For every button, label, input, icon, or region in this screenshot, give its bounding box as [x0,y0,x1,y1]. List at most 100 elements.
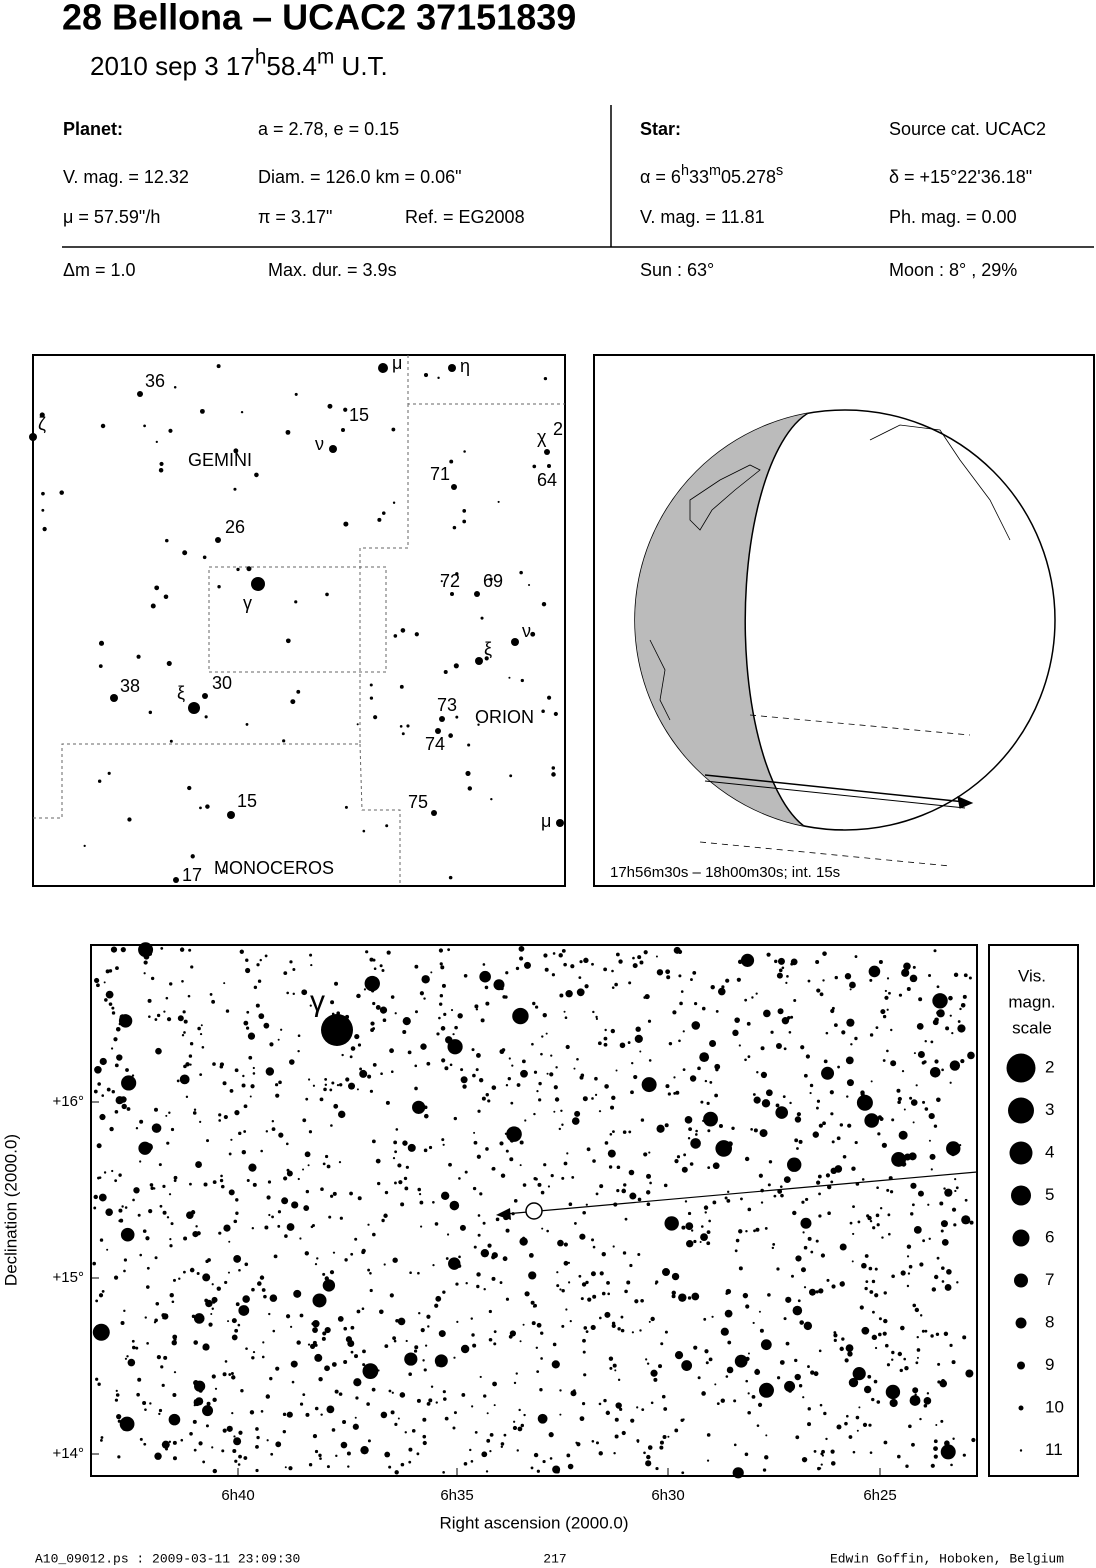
info-cell-part: m [709,163,721,179]
star [165,996,169,1000]
star [192,1111,197,1115]
star [701,1006,706,1011]
star [475,1008,479,1011]
star [944,1188,953,1197]
star [489,1432,494,1437]
star [594,1076,598,1081]
finder-star [344,805,348,809]
star [463,1462,468,1466]
star [784,1380,796,1392]
star [545,1032,548,1035]
star [211,1307,214,1310]
star [624,1217,628,1221]
star [322,1272,326,1276]
finder-star [520,678,524,683]
star [272,1329,276,1333]
star [312,1433,318,1439]
star [143,972,146,975]
star [550,1173,554,1178]
star [964,1198,968,1202]
star [881,1236,884,1239]
star [251,1227,255,1230]
star [453,1356,456,1359]
star [928,1112,935,1120]
finder-star [150,603,156,609]
finder-star [475,657,483,665]
star [449,1200,460,1211]
finder-star [474,591,480,597]
star [227,1320,230,1323]
star [807,1422,812,1427]
star [271,1120,275,1123]
star [856,1429,859,1432]
star [815,959,820,964]
star [891,1118,895,1122]
star [320,1187,324,1191]
star [189,1267,195,1273]
star [372,1001,376,1006]
star [115,1096,124,1105]
star [302,1118,307,1123]
star [101,1290,105,1293]
star [956,1281,959,1284]
star [224,1360,228,1363]
star [522,1323,525,1326]
finder-star [325,592,329,597]
finder-star [182,550,188,556]
star [338,1392,343,1396]
star [565,990,573,998]
star [319,1097,324,1102]
star [946,1269,952,1275]
finder-star [199,408,205,414]
star [924,1107,929,1111]
star [789,1101,792,1105]
star [851,1260,854,1263]
star [99,1113,106,1121]
star [664,1216,679,1231]
star [248,1055,253,1060]
star [505,1228,510,1233]
star [243,1456,248,1460]
star [909,1395,921,1406]
star [847,1123,852,1128]
star [842,1155,847,1159]
star [821,1066,835,1080]
star [687,1137,691,1140]
star [681,1225,686,1230]
star [563,1242,568,1247]
star [649,1181,652,1185]
star [196,1231,201,1236]
star [522,1236,526,1240]
star [869,1219,873,1223]
star [188,1054,193,1058]
star [139,1160,142,1163]
star [953,1223,957,1227]
star [329,1270,335,1275]
star [163,1010,166,1013]
star [683,1153,687,1157]
finder-star [343,521,349,527]
star [536,1090,539,1093]
star [243,1020,249,1026]
star [123,1269,126,1273]
star [299,1237,302,1240]
star [216,1286,221,1291]
star [312,1320,320,1328]
star [110,1047,114,1050]
star [530,1466,534,1470]
scale-label: 8 [1045,1312,1054,1331]
star [146,1266,150,1270]
finder-star [377,517,382,522]
star [263,1022,270,1029]
star [660,1342,664,1346]
star [291,1380,295,1384]
star [590,1324,596,1331]
star [393,1339,397,1343]
star [891,1350,895,1355]
star [917,1050,925,1058]
star [823,1411,827,1416]
star [655,955,658,958]
star [182,1010,186,1014]
info-cell: α = 6h33m05.278s [640,163,783,187]
finder-star [391,427,396,432]
